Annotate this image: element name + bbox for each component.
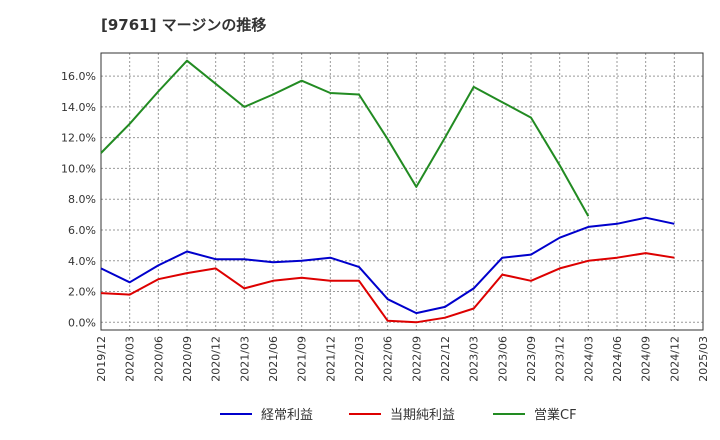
legend-label-1: 当期純利益 xyxy=(390,408,455,423)
x-tick-label: 2023/12 xyxy=(554,336,567,382)
series-line-2 xyxy=(100,59,590,217)
y-tick-label: 0.0% xyxy=(68,316,96,329)
y-tick-label: 10.0% xyxy=(61,162,96,175)
series-line-1 xyxy=(100,252,675,324)
y-axis: 0.0% 2.0% 4.0% 6.0% 8.0% 10.0% 12.0% 14.0% 16.0% xyxy=(61,70,96,329)
y-tick-label: 8.0% xyxy=(68,193,96,206)
x-tick-label: 2019/12 xyxy=(95,336,108,382)
x-tick-label: 2023/06 xyxy=(496,336,509,382)
x-tick-label: 2021/12 xyxy=(324,336,337,382)
y-tick-label: 14.0% xyxy=(61,101,96,114)
x-tick-label: 2022/03 xyxy=(353,336,366,382)
y-tick-label: 12.0% xyxy=(61,132,96,145)
legend: 経常利益 当期純利益 営業CF xyxy=(220,407,577,423)
x-axis: 2019/12 2020/03 2020/06 2020/09 2020/12 2021/… xyxy=(95,336,710,382)
legend-label-2: 営業CF xyxy=(534,407,577,423)
x-tick-label: 2021/09 xyxy=(296,336,309,382)
grid xyxy=(101,53,703,330)
y-tick-label: 4.0% xyxy=(68,255,96,268)
y-tick-label: 16.0% xyxy=(61,70,96,83)
x-tick-label: 2025/03 xyxy=(697,336,710,382)
x-tick-label: 2023/09 xyxy=(525,336,538,382)
series-lines xyxy=(100,59,675,324)
x-tick-label: 2021/06 xyxy=(267,336,280,382)
x-tick-label: 2020/12 xyxy=(210,336,223,382)
x-tick-label: 2024/12 xyxy=(668,336,681,382)
x-tick-label: 2021/03 xyxy=(238,336,251,382)
plot-frame xyxy=(100,52,704,331)
legend-label-0: 経常利益 xyxy=(261,408,313,423)
series-line-0 xyxy=(100,216,675,315)
x-tick-label: 2022/09 xyxy=(410,336,423,382)
x-tick-label: 2024/09 xyxy=(640,336,653,382)
x-tick-label: 2020/06 xyxy=(152,336,165,382)
x-tick-label: 2024/03 xyxy=(582,336,595,382)
y-tick-label: 6.0% xyxy=(68,224,96,237)
x-tick-label: 2022/12 xyxy=(439,336,452,382)
y-tick-label: 2.0% xyxy=(68,286,96,299)
x-tick-label: 2020/03 xyxy=(124,336,137,382)
x-tick-label: 2020/09 xyxy=(181,336,194,382)
x-tick-label: 2023/03 xyxy=(468,336,481,382)
x-tick-label: 2024/06 xyxy=(611,336,624,382)
chart-title: [9761] マージンの推移 xyxy=(101,16,267,34)
x-tick-label: 2022/06 xyxy=(382,336,395,382)
